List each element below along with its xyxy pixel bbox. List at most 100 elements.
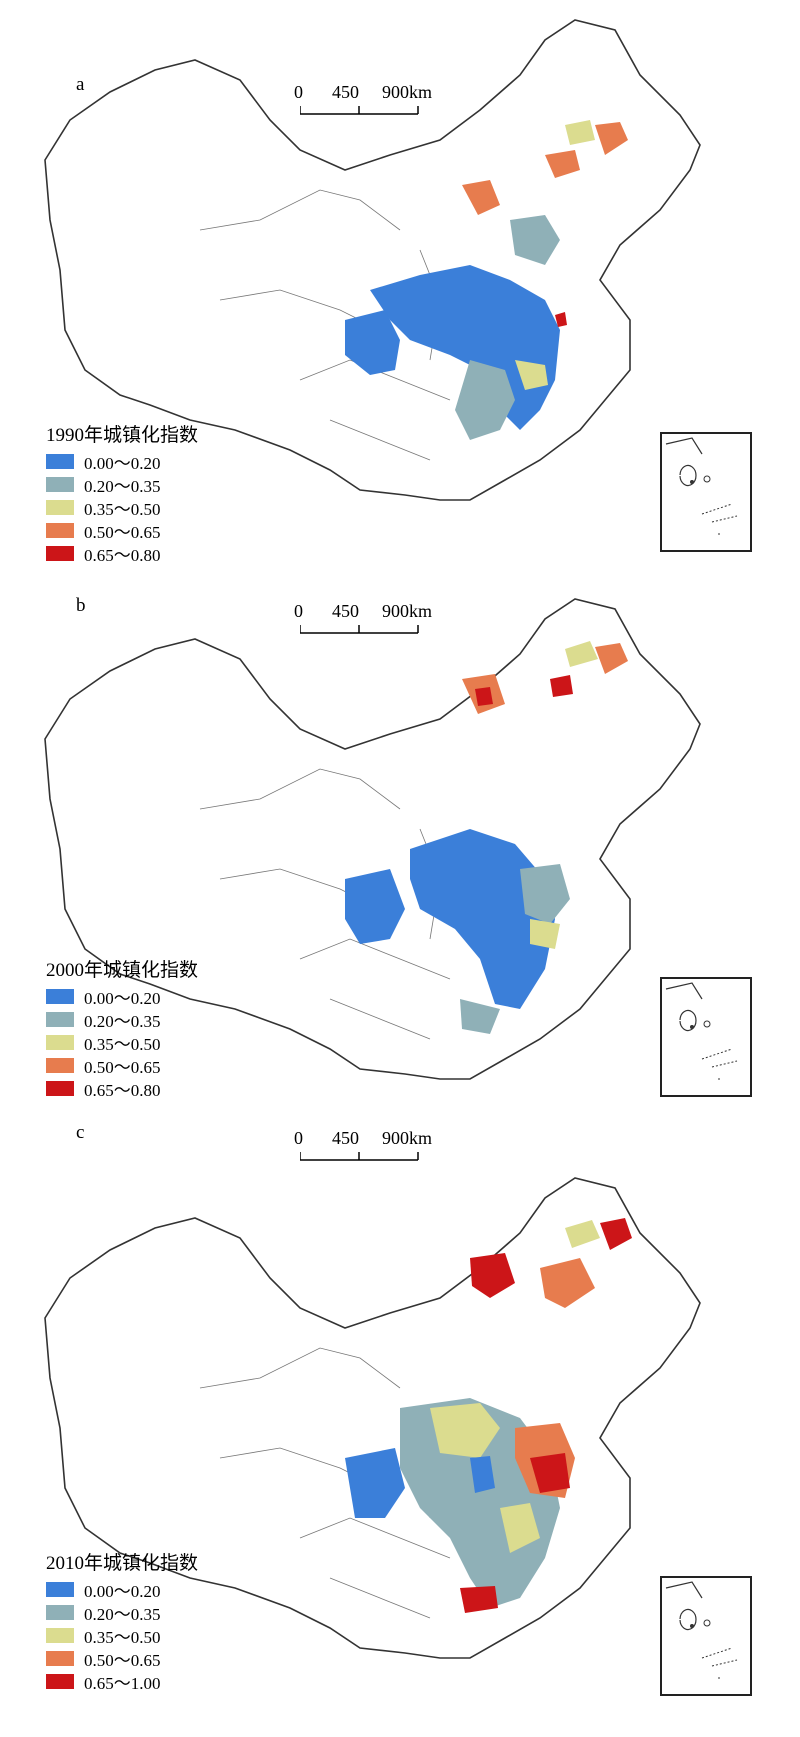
region-class-4	[545, 150, 580, 178]
legend-label: 0.65～1.00	[84, 1674, 161, 1693]
scale-bar: 0 450 900km	[294, 1128, 500, 1170]
region-class-5	[600, 1218, 632, 1250]
scale-label-900: 900km	[382, 601, 433, 621]
region-class-4	[595, 122, 628, 155]
legend-label: 0.65～0.80	[84, 546, 161, 565]
region-class-5	[460, 1586, 498, 1613]
scale-label-900: 900km	[382, 1128, 433, 1148]
legend-item: 0.00～0.20	[46, 1578, 276, 1601]
legend-swatch	[46, 477, 74, 492]
legend-label: 0.50～0.65	[84, 523, 161, 542]
region-class-4	[595, 643, 628, 674]
legend-swatch	[46, 500, 74, 515]
legend-swatch	[46, 1605, 74, 1620]
legend-item: 0.50～0.65	[46, 1054, 276, 1077]
china-map-b	[44, 598, 701, 1080]
legend-swatch	[46, 1628, 74, 1643]
region-class-1	[345, 1448, 405, 1518]
scale-label-900: 900km	[382, 82, 433, 102]
legend-label: 0.00～0.20	[84, 989, 161, 1008]
region-class-5	[470, 1253, 515, 1298]
panel-letter: b	[76, 595, 86, 616]
legend-item: 0.65～0.80	[46, 542, 276, 565]
south-china-sea-inset	[660, 1576, 752, 1696]
region-class-2	[455, 360, 515, 440]
legend-swatch	[46, 454, 74, 469]
scale-bar: 0 450 900km	[294, 601, 500, 643]
region-class-1	[370, 265, 560, 430]
legend-swatch	[46, 546, 74, 561]
legend-label: 0.50～0.65	[84, 1651, 161, 1670]
region-class-2	[520, 864, 570, 924]
legend-label: 0.35～0.50	[84, 500, 161, 519]
region-class-2	[510, 215, 560, 265]
national-boundary	[44, 19, 701, 501]
legend-item: 0.35～0.50	[46, 1624, 276, 1647]
legend-swatch	[46, 1035, 74, 1050]
region-class-4	[462, 180, 500, 215]
region-class-5	[555, 312, 567, 327]
legend-swatch	[46, 1582, 74, 1597]
inset-islands	[665, 982, 738, 1080]
scale-label-450: 450	[332, 601, 359, 621]
legend-swatch	[46, 1651, 74, 1666]
scale-label-450: 450	[332, 82, 359, 102]
province-line	[329, 419, 431, 461]
legend-swatch	[46, 523, 74, 538]
region-class-1	[470, 1456, 495, 1493]
province-line	[299, 1517, 451, 1559]
province-line	[199, 768, 401, 810]
national-boundary	[44, 598, 701, 1080]
china-map-a	[44, 19, 701, 501]
province-line	[299, 938, 451, 980]
region-class-3	[565, 641, 598, 667]
legend-item: 0.35～0.50	[46, 496, 276, 519]
legend-item: 0.20～0.35	[46, 1008, 276, 1031]
province-line	[329, 998, 431, 1040]
region-class-5	[530, 1453, 570, 1493]
region-class-1	[345, 869, 405, 944]
legend-item: 0.65～0.80	[46, 1077, 276, 1100]
region-class-1	[345, 310, 400, 375]
region-class-5	[550, 675, 573, 697]
legend-label: 0.35～0.50	[84, 1035, 161, 1054]
province-line	[199, 1347, 401, 1389]
region-class-3	[565, 1220, 600, 1248]
region-class-3	[530, 919, 560, 949]
map-panel-b: b 0 450 900km 2000年城镇化指数 0.00～0.20 0.20～…	[0, 579, 800, 1158]
legend-title: 1990年城镇化指数	[46, 425, 199, 446]
legend-item: 0.65～1.00	[46, 1670, 276, 1693]
province-line	[329, 1577, 431, 1619]
legend-label: 0.00～0.20	[84, 454, 161, 473]
region-class-2	[460, 999, 500, 1034]
legend: 1990年城镇化指数 0.00～0.20 0.20～0.35 0.35～0.50…	[46, 420, 276, 565]
inset-islands	[665, 1581, 738, 1679]
legend-label: 0.20～0.35	[84, 1605, 161, 1624]
china-map-c	[44, 1177, 701, 1659]
region-class-3	[565, 120, 595, 145]
region-class-5	[475, 687, 493, 706]
legend-swatch	[46, 1674, 74, 1689]
legend-item: 0.20～0.35	[46, 473, 276, 496]
scale-bar-line	[300, 1152, 419, 1161]
legend-swatch	[46, 989, 74, 1004]
legend: 2010年城镇化指数 0.00～0.20 0.20～0.35 0.35～0.50…	[46, 1548, 276, 1693]
legend: 2000年城镇化指数 0.00～0.20 0.20～0.35 0.35～0.50…	[46, 955, 276, 1100]
national-boundary	[44, 1177, 701, 1659]
legend-item: 0.50～0.65	[46, 519, 276, 542]
legend-item: 0.50～0.65	[46, 1647, 276, 1670]
map-panel-c: c 0 450 900km 2010年城镇化指数 0.00～0.20 0.20～…	[0, 1122, 800, 1737]
legend-item: 0.00～0.20	[46, 450, 276, 473]
south-china-sea-inset	[660, 432, 752, 552]
region-class-4	[540, 1258, 595, 1308]
legend-swatch	[46, 1081, 74, 1096]
legend-title: 2000年城镇化指数	[46, 960, 199, 981]
inset-islands	[665, 437, 738, 535]
legend-item: 0.00～0.20	[46, 985, 276, 1008]
panel-letter: c	[76, 1122, 85, 1143]
region-class-3	[430, 1403, 500, 1458]
region-class-1	[410, 829, 555, 1009]
scale-bar: 0 450 900km	[294, 82, 500, 124]
legend-label: 0.00～0.20	[84, 1582, 161, 1601]
legend-label: 0.65～0.80	[84, 1081, 161, 1100]
